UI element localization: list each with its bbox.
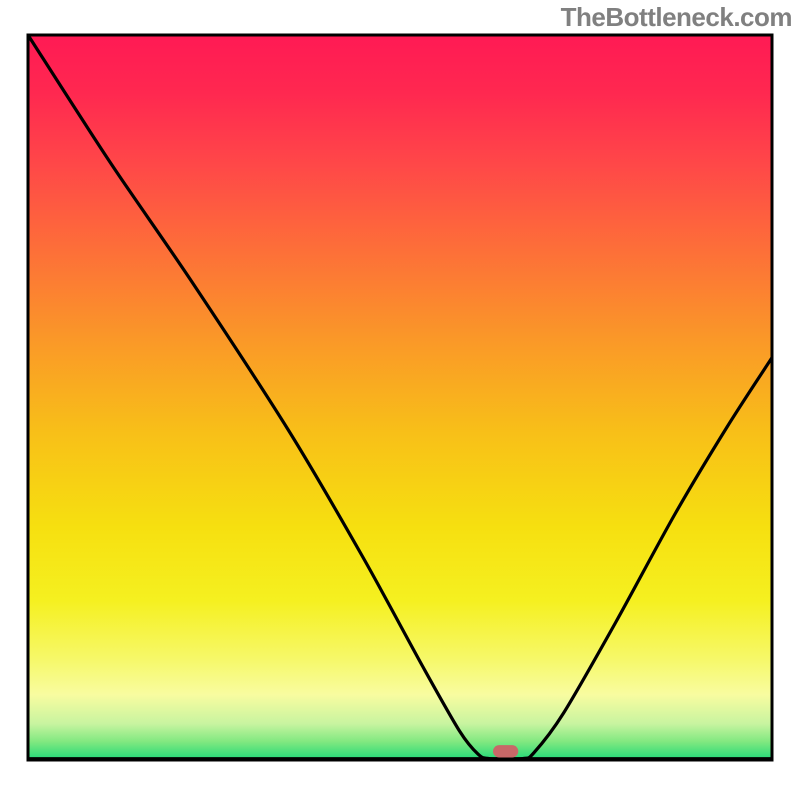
gradient-background (28, 35, 772, 760)
chart-svg (0, 0, 800, 800)
bottleneck-chart: TheBottleneck.com (0, 0, 800, 800)
optimum-marker (493, 745, 518, 757)
watermark-text: TheBottleneck.com (561, 2, 792, 33)
